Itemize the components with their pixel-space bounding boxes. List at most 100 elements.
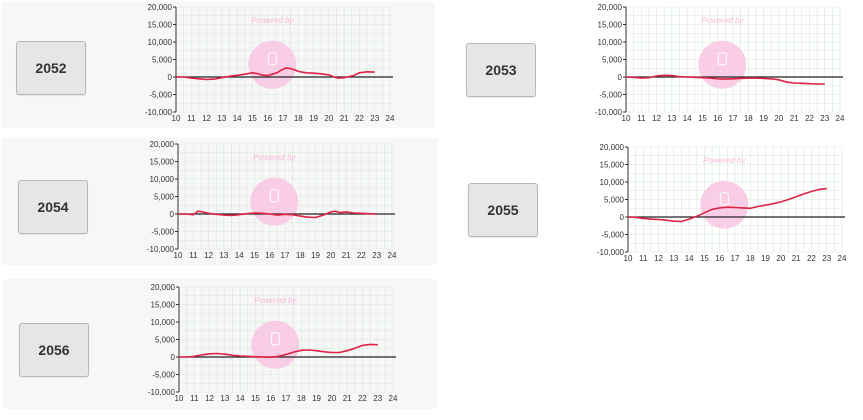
y-tick-label: 10,000 <box>151 318 176 327</box>
y-tick-label: 5,000 <box>152 56 173 65</box>
x-tick-label: 11 <box>187 114 196 123</box>
x-tick-label: 11 <box>189 251 198 260</box>
x-tick-label: 23 <box>373 394 382 403</box>
number-button-2055[interactable]: 2055 <box>468 183 538 237</box>
y-tick-label: -5,000 <box>601 231 624 240</box>
x-tick-label: 21 <box>792 254 801 263</box>
x-tick-label: 20 <box>324 114 333 123</box>
x-axis: 10 11 12 13 14 15 16 17 18 19 20 21 22 23 24 <box>622 114 845 123</box>
x-tick-label: 12 <box>202 114 211 123</box>
x-tick-label: 14 <box>236 394 245 403</box>
y-tick-label: 5,000 <box>155 336 176 345</box>
x-tick-label: 10 <box>174 251 183 260</box>
x-tick-label: 10 <box>175 394 184 403</box>
x-tick-label: 15 <box>251 394 260 403</box>
grid <box>175 6 391 113</box>
y-tick-label: 0 <box>618 73 623 82</box>
watermark-text: Powered by <box>701 16 744 25</box>
x-tick-label: 21 <box>343 394 352 403</box>
x-tick-label: 12 <box>654 254 663 263</box>
x-tick-label: 22 <box>807 254 816 263</box>
x-tick-label: 13 <box>217 114 226 123</box>
x-tick-label: 19 <box>759 114 768 123</box>
x-tick-label: 13 <box>219 251 228 260</box>
watermark-icon <box>267 52 277 66</box>
x-tick-label: 22 <box>805 114 814 123</box>
x-tick-label: 16 <box>713 114 722 123</box>
x-tick-label: 23 <box>370 114 379 123</box>
x-tick-label: 23 <box>372 251 381 260</box>
x-tick-label: 24 <box>389 394 398 403</box>
x-tick-label: 21 <box>340 114 349 123</box>
x-tick-label: 17 <box>282 394 291 403</box>
x-tick-label: 14 <box>233 114 242 123</box>
x-tick-label: 15 <box>248 114 257 123</box>
x-tick-label: 10 <box>624 254 633 263</box>
x-tick-label: 23 <box>820 114 829 123</box>
x-tick-label: 17 <box>281 251 290 260</box>
watermark-text: Powered by <box>251 16 294 25</box>
y-tick-label: 5,000 <box>604 196 625 205</box>
x-tick-label: 10 <box>622 114 631 123</box>
x-tick-label: 11 <box>639 254 648 263</box>
series-line <box>178 210 377 219</box>
watermark-icon <box>719 192 729 206</box>
number-button-2054[interactable]: 2054 <box>18 180 88 234</box>
y-tick-label: -5,000 <box>149 91 172 100</box>
number-button-2056[interactable]: 2056 <box>19 323 89 377</box>
x-tick-label: 10 <box>172 114 181 123</box>
x-axis: 10 11 12 13 14 15 16 17 18 19 20 21 22 23 24 <box>172 114 395 123</box>
x-tick-label: 19 <box>312 394 321 403</box>
y-axis: 20,000 15,000 10,000 5,000 0 -5,000 -10,000 <box>147 140 179 254</box>
x-tick-label: 24 <box>386 114 395 123</box>
y-axis: 20,000 15,000 10,000 5,000 0 -5,000 -10,000 <box>595 3 627 117</box>
x-tick-label: 12 <box>652 114 661 123</box>
y-tick-label: 20,000 <box>150 140 175 149</box>
x-tick-label: 13 <box>667 114 676 123</box>
x-tick-label: 16 <box>715 254 724 263</box>
x-tick-label: 11 <box>637 114 646 123</box>
watermark-text: Powered by <box>703 156 746 165</box>
x-tick-label: 12 <box>205 394 214 403</box>
y-tick-label: 0 <box>168 73 173 82</box>
x-tick-label: 19 <box>311 251 320 260</box>
number-button-2053[interactable]: 2053 <box>466 43 536 97</box>
series-line <box>625 74 825 85</box>
y-tick-label: 20,000 <box>598 3 623 12</box>
y-tick-label: 10,000 <box>150 175 175 184</box>
x-tick-label: 21 <box>342 251 351 260</box>
y-tick-label: -10,000 <box>145 108 173 117</box>
watermark: Powered by <box>251 296 300 369</box>
y-tick-label: 20,000 <box>151 283 176 292</box>
chart-2056: Powered by 20,000 15,000 10,000 5,000 0 -5,000… <box>148 283 398 403</box>
y-tick-label: -10,000 <box>148 388 176 397</box>
x-tick-label: 11 <box>190 394 199 403</box>
x-tick-label: 20 <box>774 114 783 123</box>
x-tick-label: 19 <box>761 254 770 263</box>
x-axis: 10 11 12 13 14 15 16 17 18 19 20 21 22 23 24 <box>175 394 398 403</box>
chart-2052: Powered by 20,000 15,000 10,000 5,000 0 -5,000… <box>145 3 395 123</box>
y-tick-label: -10,000 <box>597 248 625 257</box>
x-tick-label: 17 <box>731 254 740 263</box>
y-axis: 20,000 15,000 10,000 5,000 0 -5,000 -10,000 <box>148 283 180 397</box>
x-tick-label: 18 <box>744 114 753 123</box>
series-line <box>179 343 378 359</box>
x-tick-label: 20 <box>776 254 785 263</box>
x-tick-label: 19 <box>309 114 318 123</box>
x-tick-label: 17 <box>729 114 738 123</box>
x-axis: 10 11 12 13 14 15 16 17 18 19 20 21 22 23 24 <box>174 251 397 260</box>
watermark-text: Powered by <box>253 153 296 162</box>
x-tick-label: 20 <box>327 394 336 403</box>
y-tick-label: -5,000 <box>152 371 175 380</box>
number-button-2052[interactable]: 2052 <box>16 41 86 95</box>
series-line <box>627 187 827 223</box>
x-tick-label: 18 <box>294 114 303 123</box>
x-tick-label: 22 <box>357 251 366 260</box>
watermark-icon <box>270 332 280 346</box>
y-axis: 20,000 15,000 10,000 5,000 0 -5,000 -10,000 <box>597 143 629 257</box>
x-tick-label: 22 <box>355 114 364 123</box>
y-tick-label: 15,000 <box>151 301 176 310</box>
x-tick-label: 15 <box>250 251 259 260</box>
watermark-icon <box>269 189 279 203</box>
x-tick-label: 16 <box>266 394 275 403</box>
